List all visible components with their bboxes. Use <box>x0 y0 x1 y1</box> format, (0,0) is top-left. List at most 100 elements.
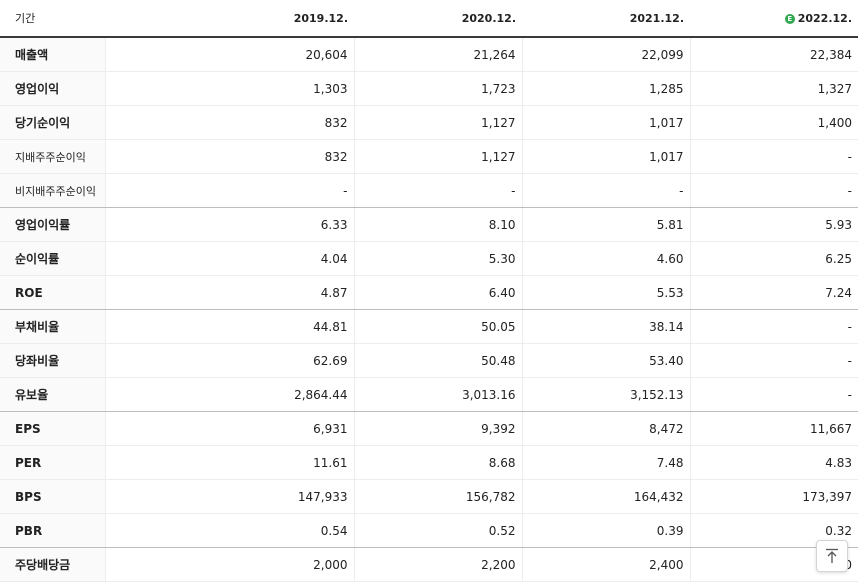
cell-value: 0.54 <box>104 513 354 548</box>
column-header-2019: 2019.12. <box>105 0 354 38</box>
cell-value: - <box>104 173 354 208</box>
cell-value: 1,303 <box>104 71 354 106</box>
cell-value: 11,667 <box>689 411 858 446</box>
cell-value: 2,400 <box>521 547 690 582</box>
table-row: 영업이익 1,303 1,723 1,285 1,327 <box>0 71 858 106</box>
row-label: PER <box>0 445 105 480</box>
cell-value: 1,127 <box>353 105 522 140</box>
cell-value: 1,127 <box>353 139 522 174</box>
cell-value: 1,400 <box>689 105 858 140</box>
table-row: 유보율 2,864.44 3,013.16 3,152.13 - <box>0 377 858 412</box>
table-row: ROE 4.87 6.40 5.53 7.24 <box>0 275 858 310</box>
cell-value: 5.53 <box>521 275 690 310</box>
table-row: 비지배주주순이익 - - - - <box>0 173 858 208</box>
row-label: PBR <box>0 513 105 548</box>
cell-value: 3,013.16 <box>353 377 522 412</box>
row-label: 주당배당금 <box>0 547 105 582</box>
header-row: 기간 2019.12. 2020.12. 2021.12. E 2022.12. <box>0 0 858 38</box>
table-row: 지배주주순이익 832 1,127 1,017 - <box>0 139 858 174</box>
row-label: EPS <box>0 411 105 446</box>
column-header-2022: E 2022.12. <box>690 0 858 38</box>
column-header-2022-label: 2022.12. <box>797 11 852 25</box>
cell-value: 21,264 <box>353 37 522 72</box>
cell-value: 50.05 <box>353 309 522 344</box>
table-row: PBR 0.54 0.52 0.39 0.32 <box>0 513 858 548</box>
table-row: EPS 6,931 9,392 8,472 11,667 <box>0 411 858 446</box>
row-label: 영업이익 <box>0 71 105 106</box>
cell-value: 1,723 <box>353 71 522 106</box>
cell-value: 7.24 <box>689 275 858 310</box>
row-label: 비지배주주순이익 <box>0 173 105 208</box>
cell-value: 44.81 <box>104 309 354 344</box>
cell-value: 0.39 <box>521 513 690 548</box>
cell-value: 8,472 <box>521 411 690 446</box>
cell-value: 5.30 <box>353 241 522 276</box>
cell-value: 832 <box>104 139 354 174</box>
cell-value: 2,200 <box>353 547 522 582</box>
column-header-2020: 2020.12. <box>354 0 522 38</box>
table-row: PER 11.61 8.68 7.48 4.83 <box>0 445 858 480</box>
cell-value: 156,782 <box>353 479 522 514</box>
scroll-to-top-button[interactable] <box>816 540 848 572</box>
cell-value: 4.87 <box>104 275 354 310</box>
cell-value: - <box>353 173 522 208</box>
cell-value: 5.81 <box>521 207 690 242</box>
cell-value: 2,000 <box>104 547 354 582</box>
cell-value: - <box>521 173 690 208</box>
table-row: 당기순이익 832 1,127 1,017 1,400 <box>0 105 858 140</box>
cell-value: - <box>689 139 858 174</box>
row-label: 당기순이익 <box>0 105 105 140</box>
cell-value: 53.40 <box>521 343 690 378</box>
cell-value: 2,864.44 <box>104 377 354 412</box>
cell-value: - <box>689 173 858 208</box>
cell-value: - <box>689 343 858 378</box>
cell-value: 147,933 <box>104 479 354 514</box>
cell-value: 38.14 <box>521 309 690 344</box>
row-label: 순이익률 <box>0 241 105 276</box>
cell-value: 4.60 <box>521 241 690 276</box>
cell-value: 6.33 <box>104 207 354 242</box>
cell-value: 22,384 <box>689 37 858 72</box>
table-row: 순이익률 4.04 5.30 4.60 6.25 <box>0 241 858 276</box>
cell-value: 50.48 <box>353 343 522 378</box>
cell-value: 1,017 <box>521 139 690 174</box>
cell-value: 9,392 <box>353 411 522 446</box>
table-row: 영업이익률 6.33 8.10 5.81 5.93 <box>0 207 858 242</box>
cell-value: 832 <box>104 105 354 140</box>
cell-value: 8.10 <box>353 207 522 242</box>
cell-value: - <box>689 377 858 412</box>
cell-value: 7.48 <box>521 445 690 480</box>
cell-value: 11.61 <box>104 445 354 480</box>
cell-value: 0.52 <box>353 513 522 548</box>
cell-value: 6,931 <box>104 411 354 446</box>
period-header: 기간 <box>0 0 105 38</box>
row-label: BPS <box>0 479 105 514</box>
cell-value: 4.04 <box>104 241 354 276</box>
cell-value: 1,017 <box>521 105 690 140</box>
row-label: 유보율 <box>0 377 105 412</box>
row-label: ROE <box>0 275 105 310</box>
cell-value: 3,152.13 <box>521 377 690 412</box>
cell-value: 1,327 <box>689 71 858 106</box>
table-row: 매출액 20,604 21,264 22,099 22,384 <box>0 37 858 72</box>
row-label: 영업이익률 <box>0 207 105 242</box>
row-label: 부채비율 <box>0 309 105 344</box>
table-row: BPS 147,933 156,782 164,432 173,397 <box>0 479 858 514</box>
arrow-up-to-top-icon <box>826 548 838 563</box>
row-label: 매출액 <box>0 37 105 72</box>
cell-value: 164,432 <box>521 479 690 514</box>
table-row: 주당배당금 2,000 2,200 2,400 2,600 <box>0 547 858 582</box>
table-row: 당좌비율 62.69 50.48 53.40 - <box>0 343 858 378</box>
estimate-badge: E <box>784 13 795 24</box>
cell-value: 6.40 <box>353 275 522 310</box>
cell-value: - <box>689 309 858 344</box>
cell-value: 22,099 <box>521 37 690 72</box>
cell-value: 20,604 <box>104 37 354 72</box>
cell-value: 5.93 <box>689 207 858 242</box>
cell-value: 62.69 <box>104 343 354 378</box>
cell-value: 4.83 <box>689 445 858 480</box>
cell-value: 6.25 <box>689 241 858 276</box>
row-label: 지배주주순이익 <box>0 139 105 174</box>
cell-value: 1,285 <box>521 71 690 106</box>
